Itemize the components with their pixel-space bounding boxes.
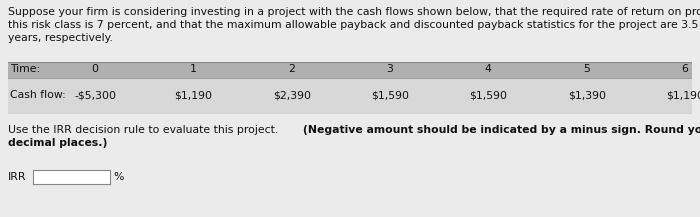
Text: 3: 3 bbox=[386, 64, 393, 74]
Text: Use the IRR decision rule to evaluate this project.: Use the IRR decision rule to evaluate th… bbox=[8, 125, 281, 135]
Text: %: % bbox=[113, 172, 123, 182]
Text: $1,190: $1,190 bbox=[174, 90, 212, 100]
Text: 5: 5 bbox=[583, 64, 590, 74]
Text: Cash flow:: Cash flow: bbox=[10, 90, 66, 100]
Text: $1,590: $1,590 bbox=[371, 90, 409, 100]
Bar bbox=[8, 78, 692, 114]
Text: Time:: Time: bbox=[10, 64, 40, 74]
Text: $1,590: $1,590 bbox=[469, 90, 507, 100]
Text: 1: 1 bbox=[190, 64, 197, 74]
Text: decimal places.): decimal places.) bbox=[8, 138, 107, 148]
Bar bbox=[8, 62, 692, 78]
Text: $2,390: $2,390 bbox=[273, 90, 311, 100]
Text: 6: 6 bbox=[682, 64, 688, 74]
Text: this risk class is 7 percent, and that the maximum allowable payback and discoun: this risk class is 7 percent, and that t… bbox=[8, 20, 700, 30]
Text: (Negative amount should be indicated by a minus sign. Round your answer to 2: (Negative amount should be indicated by … bbox=[303, 125, 700, 135]
Text: -$5,300: -$5,300 bbox=[74, 90, 116, 100]
Text: years, respectively.: years, respectively. bbox=[8, 33, 113, 43]
Text: $1,190: $1,190 bbox=[666, 90, 700, 100]
Text: 0: 0 bbox=[92, 64, 99, 74]
Text: 2: 2 bbox=[288, 64, 295, 74]
Text: IRR: IRR bbox=[8, 172, 27, 182]
Text: $1,390: $1,390 bbox=[568, 90, 606, 100]
Text: Suppose your firm is considering investing in a project with the cash flows show: Suppose your firm is considering investi… bbox=[8, 7, 700, 17]
Text: 4: 4 bbox=[485, 64, 492, 74]
